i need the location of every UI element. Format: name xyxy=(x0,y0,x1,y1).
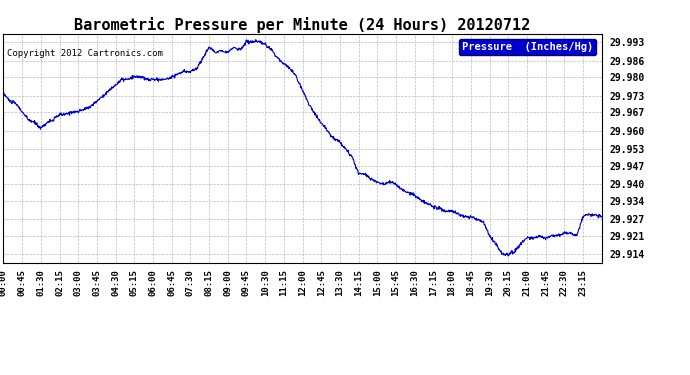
Text: Copyright 2012 Cartronics.com: Copyright 2012 Cartronics.com xyxy=(7,49,163,58)
Title: Barometric Pressure per Minute (24 Hours) 20120712: Barometric Pressure per Minute (24 Hours… xyxy=(75,16,531,33)
Legend: Pressure  (Inches/Hg): Pressure (Inches/Hg) xyxy=(459,39,596,55)
